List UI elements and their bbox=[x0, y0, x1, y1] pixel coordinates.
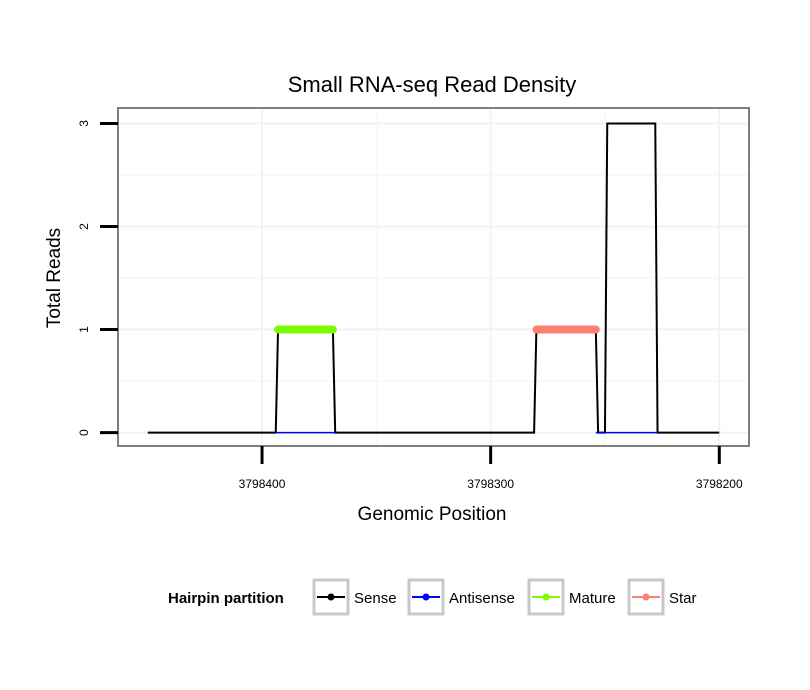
chart-title: Small RNA-seq Read Density bbox=[288, 72, 577, 97]
y-axis-title: Total Reads bbox=[44, 228, 65, 328]
y-tick-label: 0 bbox=[77, 429, 91, 436]
x-tick-label: 3798400 bbox=[239, 477, 286, 491]
legend-key-mature-dot bbox=[542, 593, 550, 601]
legend-label-mature: Mature bbox=[569, 590, 616, 607]
x-tick-label: 3798200 bbox=[696, 477, 743, 491]
plot-background bbox=[118, 108, 749, 446]
legend-label-antisense: Antisense bbox=[449, 590, 515, 607]
legend-key-antisense-dot bbox=[422, 593, 430, 601]
plot-border bbox=[117, 107, 750, 447]
x-tick-label: 3798300 bbox=[467, 477, 514, 491]
y-tick-label: 3 bbox=[77, 120, 91, 127]
legend-label-star: Star bbox=[669, 590, 697, 607]
legend-label-sense: Sense bbox=[354, 590, 397, 607]
x-axis: 3798400 3798300 3798200 bbox=[239, 446, 743, 491]
legend-key-star-dot bbox=[642, 593, 650, 601]
marks bbox=[147, 122, 720, 434]
legend-key-sense-dot bbox=[327, 593, 335, 601]
legend-title: Hairpin partition bbox=[168, 590, 284, 607]
grid bbox=[118, 108, 749, 446]
legend: Hairpin partition Sense Antisense Mature St… bbox=[168, 578, 697, 616]
y-tick-label: 2 bbox=[77, 223, 91, 230]
y-axis: 0 1 2 3 bbox=[77, 120, 118, 436]
x-axis-title: Genomic Position bbox=[358, 504, 507, 525]
y-tick-label: 1 bbox=[77, 326, 91, 333]
